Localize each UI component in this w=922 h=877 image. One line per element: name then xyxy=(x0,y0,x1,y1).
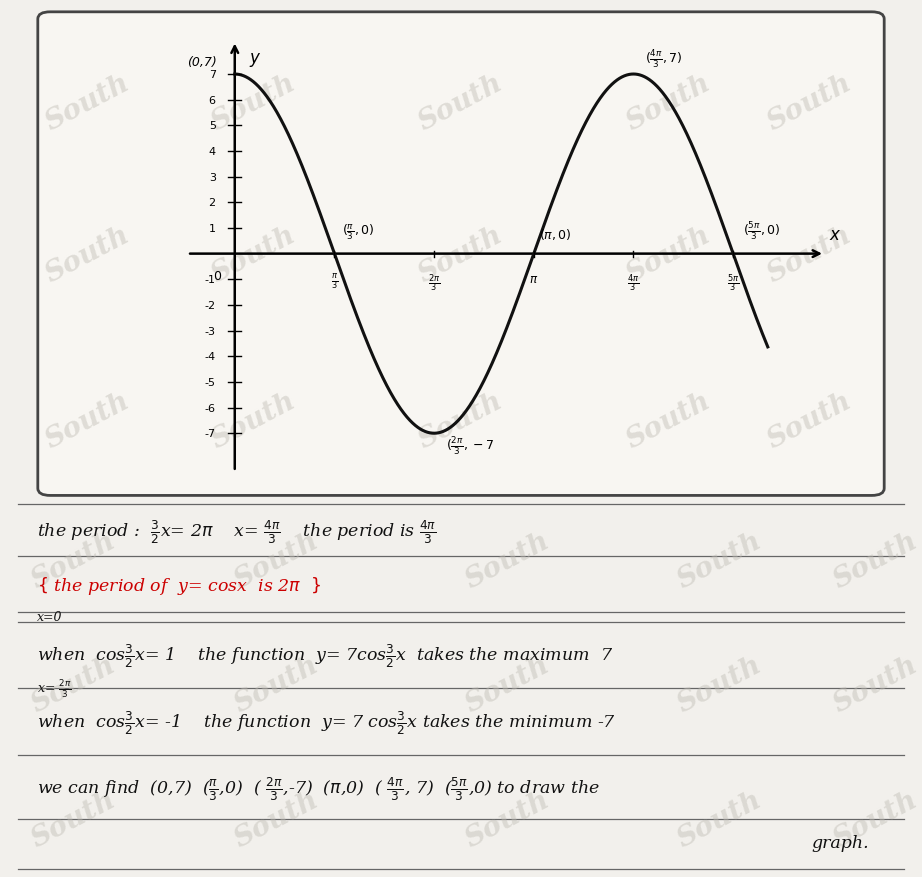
Text: South: South xyxy=(460,786,554,852)
Text: South: South xyxy=(621,387,715,453)
Text: x=0: x=0 xyxy=(37,610,63,623)
Text: South: South xyxy=(230,786,324,852)
Text: South: South xyxy=(41,221,135,288)
Text: South: South xyxy=(27,786,121,852)
Text: $\frac{\pi}{3}$: $\frac{\pi}{3}$ xyxy=(331,272,338,291)
Text: x= $\frac{2\pi}{3}$: x= $\frac{2\pi}{3}$ xyxy=(37,677,71,699)
Text: we can find  (0,7)  ($\frac{\pi}{3}$,0)  ( $\frac{2\pi}{3}$,-7)  ($\pi$,0)  ( $\: we can find (0,7) ($\frac{\pi}{3}$,0) ( … xyxy=(37,774,599,802)
Text: $(\frac{5\pi}{3},0)$: $(\frac{5\pi}{3},0)$ xyxy=(742,219,780,241)
Text: South: South xyxy=(207,387,301,453)
Text: -4: -4 xyxy=(205,352,216,362)
Text: $(\pi,0)$: $(\pi,0)$ xyxy=(539,226,572,241)
Text: South: South xyxy=(230,651,324,717)
Text: y: y xyxy=(249,49,259,68)
Text: 7: 7 xyxy=(208,70,216,80)
Text: South: South xyxy=(230,527,324,594)
Text: South: South xyxy=(41,387,135,453)
Text: South: South xyxy=(672,786,766,852)
Text: -7: -7 xyxy=(205,429,216,438)
Text: $(\frac{\pi}{3},0)$: $(\frac{\pi}{3},0)$ xyxy=(342,222,374,241)
Text: -5: -5 xyxy=(205,377,216,388)
Text: South: South xyxy=(762,387,857,453)
Text: $\frac{4\pi}{3}$: $\frac{4\pi}{3}$ xyxy=(627,272,640,294)
Text: when  cos$\frac{3}{2}$x= 1    the function  y= 7cos$\frac{3}{2}$x  takes the max: when cos$\frac{3}{2}$x= 1 the function y… xyxy=(37,641,613,669)
Text: graph.: graph. xyxy=(811,834,869,851)
Text: (0,7): (0,7) xyxy=(187,55,217,68)
Text: when  cos$\frac{3}{2}$x= -1    the function  y= 7 cos$\frac{3}{2}$x takes the mi: when cos$\frac{3}{2}$x= -1 the function … xyxy=(37,709,616,737)
Text: South: South xyxy=(27,651,121,717)
Text: South: South xyxy=(829,786,922,852)
Text: $(\frac{2\pi}{3},-7$: $(\frac{2\pi}{3},-7$ xyxy=(445,435,493,457)
Text: the period :  $\frac{3}{2}$x= 2$\pi$    x= $\frac{4\pi}{3}$    the period is $\f: the period : $\frac{3}{2}$x= 2$\pi$ x= $… xyxy=(37,517,436,545)
Text: 0: 0 xyxy=(214,270,221,282)
Text: South: South xyxy=(672,651,766,717)
Text: -6: -6 xyxy=(205,403,216,413)
Text: South: South xyxy=(414,221,508,288)
Text: South: South xyxy=(621,69,715,136)
Text: South: South xyxy=(762,221,857,288)
Text: South: South xyxy=(621,221,715,288)
Text: $(\frac{4\pi}{3},7)$: $(\frac{4\pi}{3},7)$ xyxy=(644,48,682,70)
Text: -2: -2 xyxy=(205,301,216,310)
Text: $\{$ the period of  y= cosx  is 2$\pi$  $\}$: $\{$ the period of y= cosx is 2$\pi$ $\}… xyxy=(37,574,321,596)
Text: x: x xyxy=(830,226,840,244)
Text: South: South xyxy=(672,527,766,594)
Text: South: South xyxy=(41,69,135,136)
Text: South: South xyxy=(460,651,554,717)
Text: South: South xyxy=(460,527,554,594)
Text: 6: 6 xyxy=(208,96,216,105)
Text: $\frac{5\pi}{3}$: $\frac{5\pi}{3}$ xyxy=(727,272,739,294)
Text: 5: 5 xyxy=(208,121,216,132)
Text: South: South xyxy=(207,69,301,136)
Text: 4: 4 xyxy=(208,146,216,157)
FancyBboxPatch shape xyxy=(38,13,884,496)
Text: South: South xyxy=(414,387,508,453)
Text: 2: 2 xyxy=(208,198,216,208)
Text: 3: 3 xyxy=(208,173,216,182)
Text: 1: 1 xyxy=(208,224,216,233)
Text: South: South xyxy=(829,651,922,717)
Text: South: South xyxy=(414,69,508,136)
Text: $\frac{2\pi}{3}$: $\frac{2\pi}{3}$ xyxy=(428,272,441,294)
Text: South: South xyxy=(762,69,857,136)
Text: South: South xyxy=(829,527,922,594)
Text: -1: -1 xyxy=(205,275,216,285)
Text: -3: -3 xyxy=(205,326,216,336)
Text: $\pi$: $\pi$ xyxy=(529,272,538,285)
Text: South: South xyxy=(27,527,121,594)
Text: South: South xyxy=(207,221,301,288)
